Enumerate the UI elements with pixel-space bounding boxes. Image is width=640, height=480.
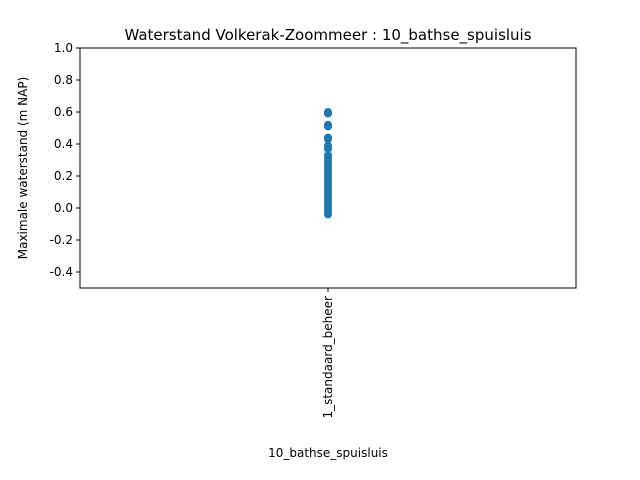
x-axis: 1_standaard_beheer [321,288,335,419]
y-axis-label: Maximale waterstand (m NAP) [16,77,30,260]
y-tick-label: -0.4 [50,265,73,279]
plot-area [324,108,332,219]
y-tick-label: 1.0 [54,41,73,55]
y-tick-label: 0.4 [54,137,73,151]
y-tick-label: 0.6 [54,105,73,119]
y-tick-label: 0.8 [54,73,73,87]
y-axis: -0.4 -0.2 0.0 0.2 0.4 0.6 0.8 1.0 [50,41,80,279]
x-axis-label: 10_bathse_spuisluis [268,446,388,460]
data-point [324,122,332,131]
data-point [324,109,332,118]
data-point [324,210,332,219]
y-tick-label: -0.2 [50,233,73,247]
data-point [324,135,332,144]
y-tick-label: 0.2 [54,169,73,183]
data-point [324,144,332,153]
y-tick-label: 0.0 [54,201,73,215]
chart-title: Waterstand Volkerak-Zoommeer : 10_bathse… [124,26,531,45]
x-tick-label: 1_standaard_beheer [321,296,335,419]
